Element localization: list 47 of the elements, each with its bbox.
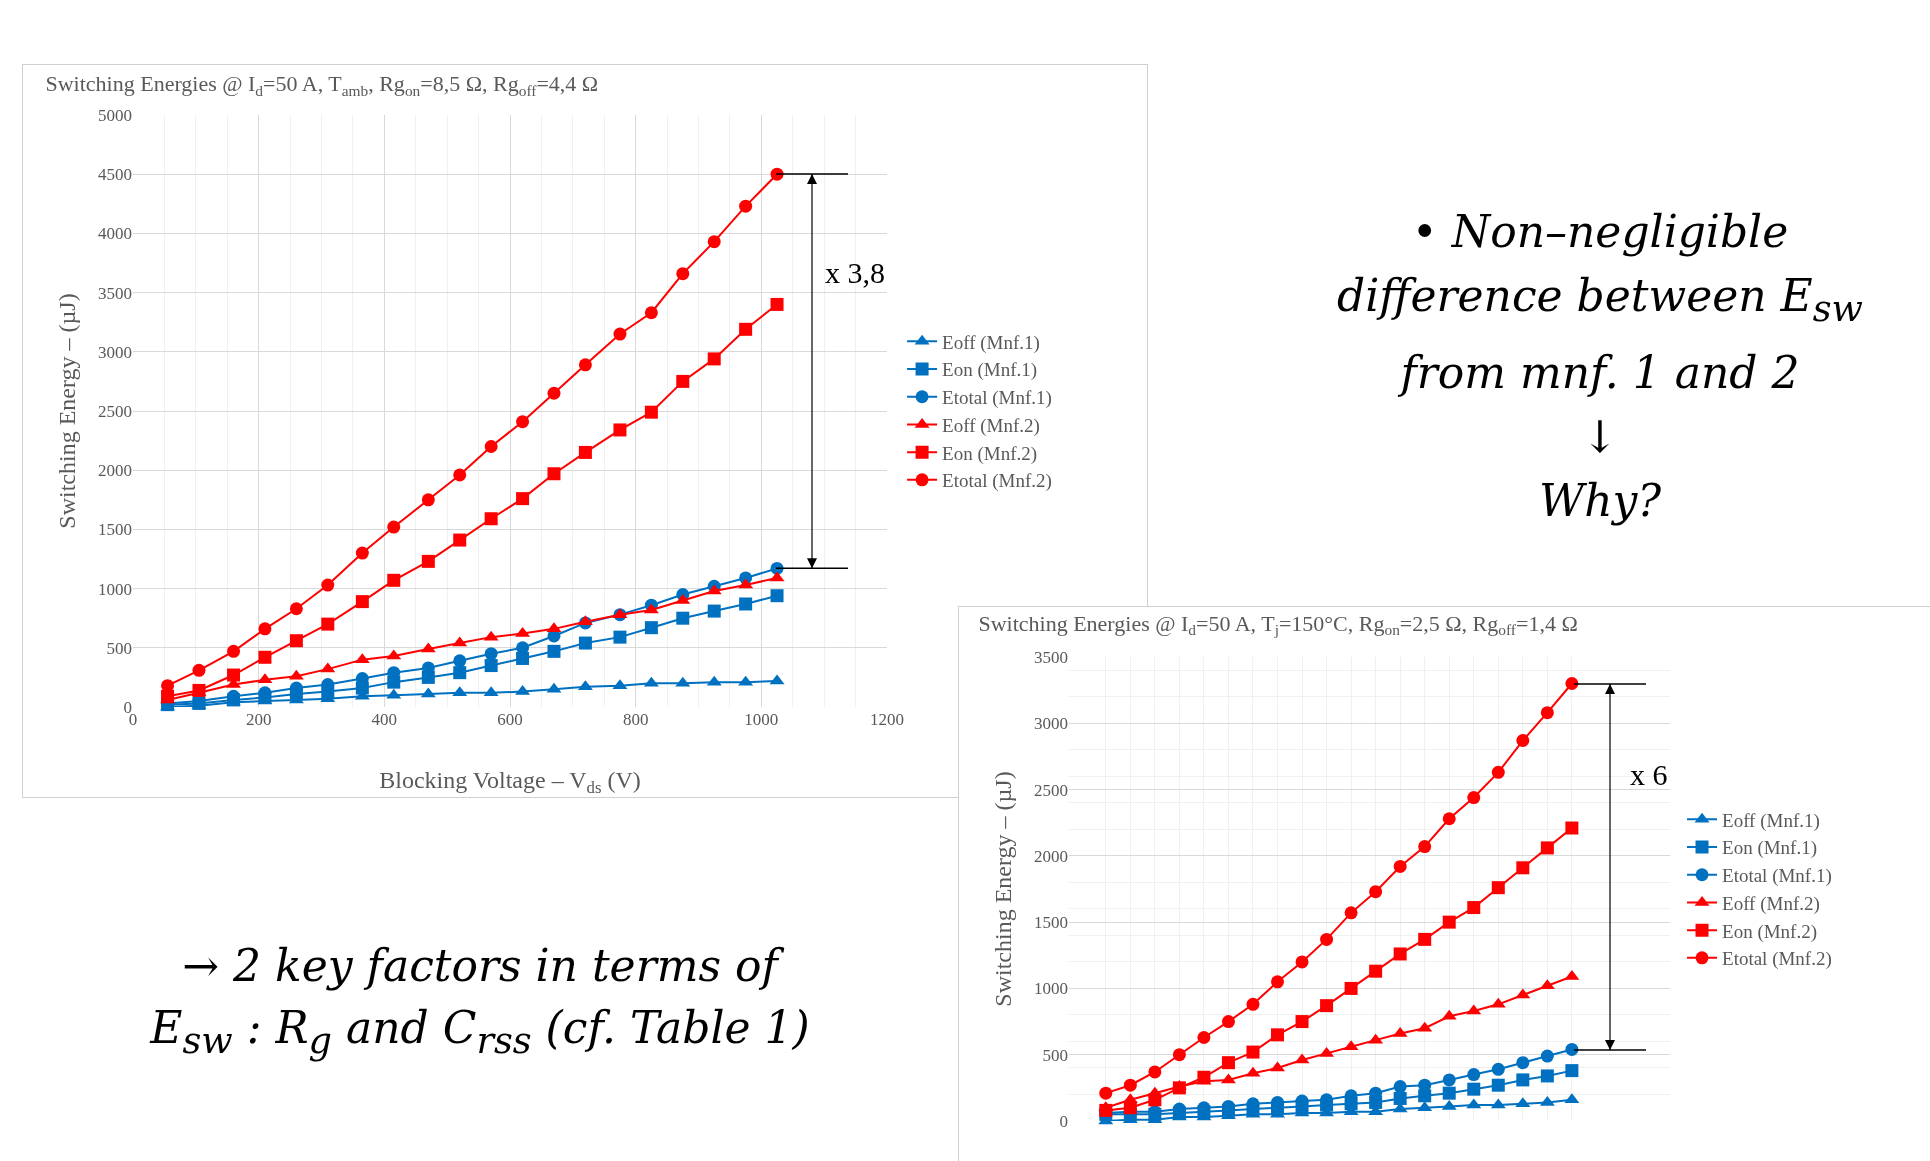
- legend-label: Eon (Mnf.1): [1722, 837, 1817, 860]
- legend-label: Eoff (Mnf.2): [1722, 892, 1820, 915]
- x-tick-label: 200: [245, 710, 272, 729]
- y-tick-label: 2500: [1034, 780, 1068, 800]
- y-tick-label: 1500: [1034, 913, 1068, 933]
- text: • Non–negligible difference between E$_{sw}$ from mnf. 1 and 2: [1336, 205, 1864, 400]
- legend-label: Etotal (Mnf.1): [942, 387, 1052, 410]
- x-tick-label: 400: [371, 710, 398, 729]
- x-axis-title: Blocking Voltage – V$_{ds}$ (V): [379, 766, 641, 797]
- legend-label: Etotal (Mnf.2): [1722, 948, 1832, 971]
- y-axis-title: Switching Energy – (µJ): [54, 293, 80, 529]
- y-tick-label: 3000: [1034, 714, 1068, 734]
- legend-label: Eon (Mnf.2): [942, 442, 1038, 465]
- y-tick-label: 1000: [98, 579, 132, 599]
- y-tick-label: 2000: [98, 461, 132, 481]
- chart-title: Switching Energies @ I$_{d}$=50 A, T$_{j}$=150°C, Rg$_{on}$=2,5 Ω, Rg$_{off}$=1,4 Ω: [978, 610, 1578, 639]
- text: Why?: [1538, 473, 1662, 528]
- y-tick-label: 2000: [1034, 846, 1068, 866]
- y-tick-label: 500: [106, 638, 132, 658]
- x-tick-label: 1200: [870, 710, 904, 729]
- annotation: x 3,8: [825, 256, 885, 289]
- x-tick-label: 600: [497, 710, 523, 729]
- y-tick-label: 2500: [98, 401, 132, 421]
- legend-label: Eoff (Mnf.1): [1722, 809, 1820, 832]
- x-tick-label: 800: [622, 710, 649, 729]
- y-tick-label: 3000: [98, 342, 132, 362]
- legend-label: Etotal (Mnf.2): [942, 470, 1052, 493]
- legend-label: Eon (Mnf.2): [1722, 920, 1817, 943]
- legend-label: Eoff (Mnf.1): [942, 331, 1040, 354]
- text: x 6: [1630, 758, 1668, 791]
- chart-title: Switching Energies @ I$_{d}$=50 A, T$_{amb}$, Rg$_{on}$=8,5 Ω, Rg$_{off}$=4,4 Ω: [45, 71, 599, 99]
- text: ↓: [1580, 409, 1620, 464]
- y-tick-label: 3500: [1034, 647, 1068, 667]
- y-tick-label: 4000: [98, 224, 132, 244]
- y-tick-label: 3500: [98, 283, 132, 303]
- x-tick-label: 1000: [744, 710, 779, 729]
- y-tick-label: 0: [1059, 1111, 1068, 1131]
- y-tick-label: 500: [1042, 1045, 1068, 1065]
- y-axis-title: Switching Energy – (µJ): [990, 771, 1016, 1007]
- y-tick-label: 4500: [98, 165, 132, 185]
- y-tick-label: 1500: [98, 520, 132, 540]
- legend-label: Eoff (Mnf.2): [942, 414, 1040, 437]
- y-tick-label: 1000: [1034, 979, 1068, 999]
- text: → 2 key factors in terms of E$_{sw}$ : R$_{g}$ and C$_{rss}$ (cf. Table 1): [150, 939, 810, 1064]
- y-tick-label: 5000: [98, 105, 132, 125]
- legend-label: Etotal (Mnf.1): [1722, 865, 1832, 888]
- legend-label: Eon (Mnf.1): [942, 359, 1038, 382]
